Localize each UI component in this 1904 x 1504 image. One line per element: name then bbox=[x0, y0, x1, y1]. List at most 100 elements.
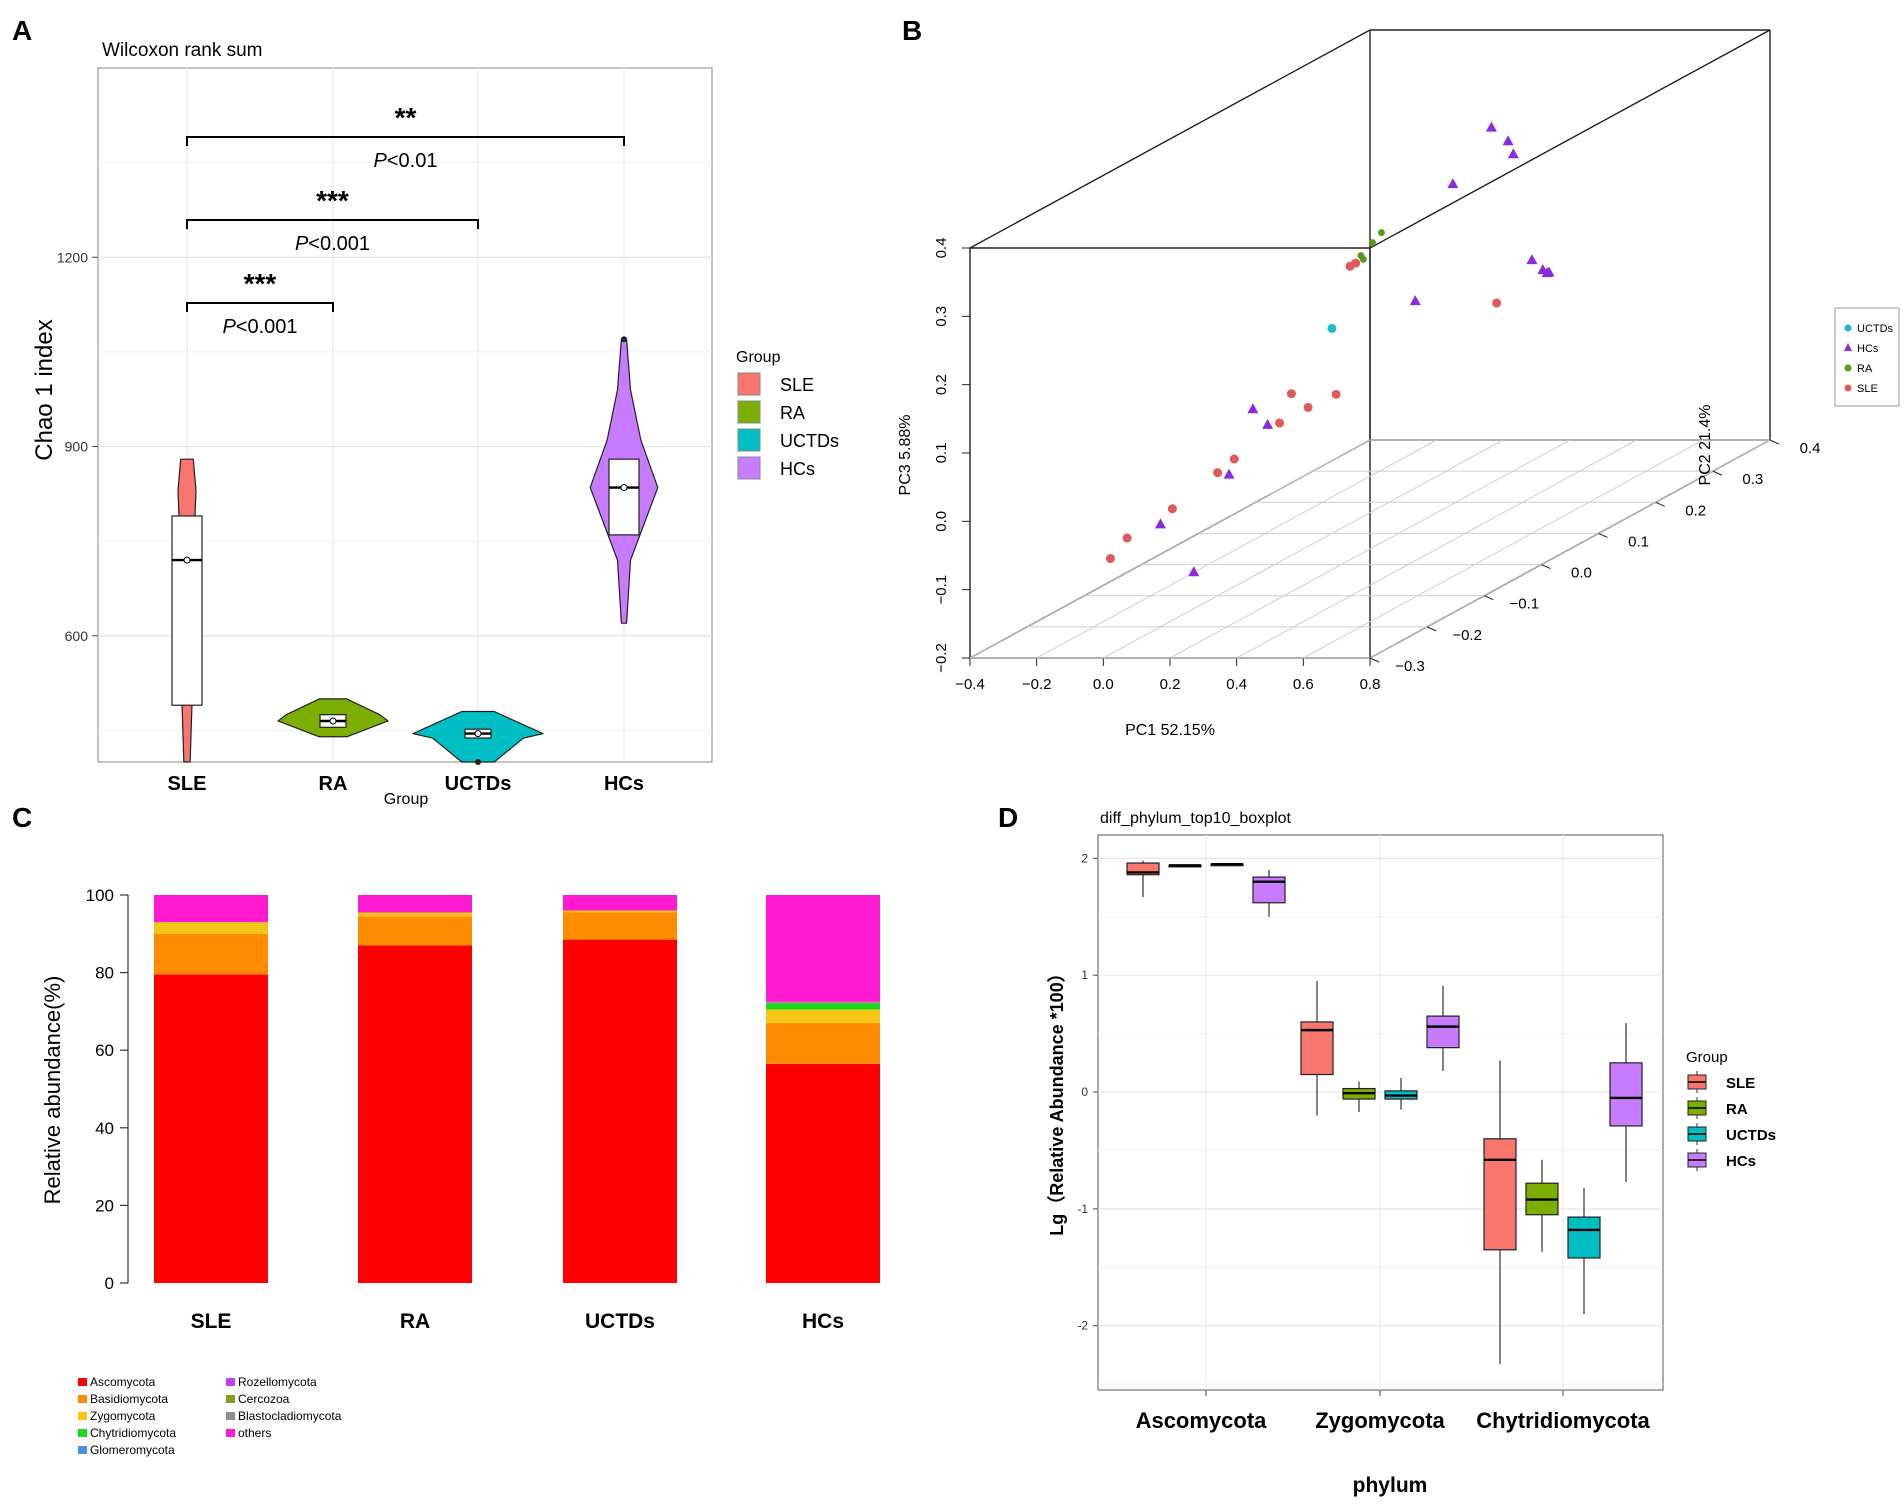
panel-c-bar-segment-others bbox=[766, 895, 880, 1002]
panel-b-ytick-label: 0.1 bbox=[1628, 533, 1649, 550]
panel-d-box-sle bbox=[1126, 862, 1160, 876]
panel-b-ytick-label: 0.3 bbox=[1742, 471, 1763, 488]
panel-c-stacked-bar: 0 20 40 60 80 100 Relative abundance(%) SLE RA UC… bbox=[40, 886, 880, 1457]
panel-c-ylabel: Relative abundance(%) bbox=[40, 976, 65, 1205]
panel-d-boxplot: diff_phylum_top10_boxplot -2 -1 0 1 2 Ascomyco… bbox=[1047, 810, 1776, 1497]
panel-b-point-sle bbox=[1213, 468, 1223, 478]
panel-a-pvalue: P<0.001 bbox=[222, 316, 297, 338]
panel-a-legend-swatch bbox=[737, 400, 761, 424]
panel-c-bar-segment-others bbox=[154, 895, 268, 923]
panel-d-legend-label: UCTDs bbox=[1726, 1127, 1776, 1144]
panel-a-ytick-label: 900 bbox=[65, 439, 89, 455]
panel-b-point-hcs bbox=[1262, 418, 1274, 429]
panel-b-point-hcs bbox=[1188, 566, 1200, 577]
panel-a-legend-label: UCTDs bbox=[780, 431, 839, 451]
panel-c-legend-swatch bbox=[78, 1378, 87, 1386]
panel-a-pvalue-p: P bbox=[374, 150, 388, 172]
panel-c-bar-segment-ascomycota bbox=[563, 939, 677, 1283]
panel-b-ytick bbox=[1769, 439, 1780, 445]
panel-a-title: Wilcoxon rank sum bbox=[102, 40, 263, 61]
panel-a-stars: *** bbox=[244, 268, 277, 299]
panel-a-legend-label: HCs bbox=[780, 459, 815, 479]
panel-b-point-sle bbox=[1167, 504, 1177, 514]
panel-b-legend-marker bbox=[1844, 364, 1852, 372]
panel-b-ytick bbox=[1712, 470, 1723, 476]
panel-a-mean-hcs bbox=[620, 484, 628, 492]
panel-b-point-hcs bbox=[1409, 295, 1421, 306]
panel-d-ytick-label: 1 bbox=[1081, 968, 1088, 982]
panel-c-xtick-label: HCs bbox=[802, 1310, 844, 1333]
panel-b-ztick-label: 0.2 bbox=[933, 374, 950, 395]
panel-b-point-hcs bbox=[1543, 266, 1555, 277]
panel-b-point-hcs bbox=[1485, 121, 1497, 132]
panel-d-box-sle bbox=[1483, 1138, 1517, 1251]
panel-a-stars: *** bbox=[316, 185, 349, 216]
panel-b-ytick bbox=[1655, 501, 1665, 507]
panel-a-outlier bbox=[621, 336, 627, 343]
panel-b-xtick-label: 0.6 bbox=[1293, 676, 1314, 693]
panel-d-box-hcs bbox=[1609, 1062, 1643, 1127]
panel-c-bar-segment-basidiomycota bbox=[766, 1023, 880, 1064]
panel-d-ytick-label: -1 bbox=[1077, 1202, 1088, 1216]
panel-b-legend-label: SLE bbox=[1857, 383, 1878, 395]
panel-c-xtick-label: RA bbox=[400, 1310, 430, 1333]
panel-b-floor-grid bbox=[1303, 439, 1704, 659]
panel-b-ytick-label: −0.3 bbox=[1395, 658, 1425, 675]
panel-c-bar-segment-ascomycota bbox=[766, 1063, 880, 1283]
panel-d-xtick-label: Zygomycota bbox=[1315, 1408, 1445, 1433]
panel-b-point-hcs bbox=[1223, 468, 1235, 479]
panel-b-ytick bbox=[1598, 532, 1608, 538]
panel-c-bar-segment-zygomycota bbox=[766, 1009, 880, 1024]
panel-c-legend-label: Basidiomycota bbox=[90, 1392, 168, 1406]
panel-b-ytick bbox=[1369, 657, 1380, 663]
panel-a-legend-swatch bbox=[737, 456, 761, 480]
panel-b-point-sle bbox=[1303, 402, 1313, 412]
panel-c-legend-swatch bbox=[226, 1378, 235, 1386]
panel-b-ztick-label: −0.2 bbox=[933, 643, 950, 673]
panel-b-legend-label: RA bbox=[1857, 363, 1873, 375]
panel-c-legend-swatch bbox=[78, 1446, 87, 1454]
panel-d-legend-label: RA bbox=[1726, 1101, 1748, 1118]
panel-c-bar-segment-basidiomycota bbox=[563, 912, 677, 940]
panel-c-ytick-label: 20 bbox=[95, 1196, 114, 1215]
panel-d-xtick-label: Chytridiomycota bbox=[1476, 1408, 1650, 1433]
panel-c-bar-segment-ascomycota bbox=[154, 974, 268, 1283]
panel-b-point-sle bbox=[1331, 389, 1341, 399]
panel-a-ytick-label: 600 bbox=[65, 628, 89, 644]
panel-a-box-hcs bbox=[608, 458, 640, 536]
panel-c-legend-swatch bbox=[78, 1395, 87, 1403]
panel-c-bar-segment-basidiomycota bbox=[154, 933, 268, 975]
panel-c-legend-label: Glomeromycota bbox=[90, 1443, 175, 1457]
panel-b-point-hcs bbox=[1502, 135, 1514, 146]
panel-b-point-sle bbox=[1122, 533, 1132, 543]
panel-c-legend-swatch bbox=[78, 1429, 87, 1437]
panel-b-point-hcs bbox=[1526, 254, 1538, 265]
panel-b-floor-grid bbox=[1036, 439, 1437, 659]
panel-a-bracket bbox=[186, 302, 334, 312]
panel-b-floor-grid bbox=[1369, 439, 1771, 659]
panel-b-ytick-label: 0.0 bbox=[1571, 565, 1592, 582]
panel-a-ylabel: Chao 1 index bbox=[31, 319, 58, 460]
panel-b-point-ra bbox=[1359, 255, 1367, 263]
panel-b-ytick-label: −0.1 bbox=[1509, 596, 1539, 613]
panel-b-ytick bbox=[1484, 595, 1494, 601]
panel-a-outlier bbox=[475, 759, 481, 765]
panel-b-xtick-label: 0.0 bbox=[1093, 676, 1114, 693]
panel-b-point-hcs bbox=[1247, 403, 1259, 414]
panel-a-xtick-label: HCs bbox=[604, 773, 644, 795]
panel-a-mean-uctds bbox=[474, 730, 482, 738]
panel-a-legend-swatch bbox=[737, 428, 761, 452]
panel-a-pvalue-p: P bbox=[222, 316, 236, 338]
panel-b-ytick-label: 0.4 bbox=[1800, 440, 1821, 457]
panel-d-xtick-label: Ascomycota bbox=[1136, 1408, 1268, 1433]
panel-b-ytick-label: 0.2 bbox=[1685, 502, 1706, 519]
panel-a-pvalue-text: <0.01 bbox=[387, 150, 438, 172]
panel-b-ztick-label: −0.1 bbox=[933, 575, 950, 605]
panel-c-bar-segment-others bbox=[563, 895, 677, 911]
panel-b-legend-marker bbox=[1844, 324, 1852, 332]
panel-c-legend-swatch bbox=[226, 1429, 235, 1437]
panel-b-legend-label: UCTDs bbox=[1857, 323, 1894, 335]
panel-b-xtick-label: −0.4 bbox=[955, 676, 985, 693]
panel-c-bar-segment-ascomycota bbox=[358, 945, 472, 1283]
panel-b-cube-edge bbox=[1369, 29, 1771, 249]
